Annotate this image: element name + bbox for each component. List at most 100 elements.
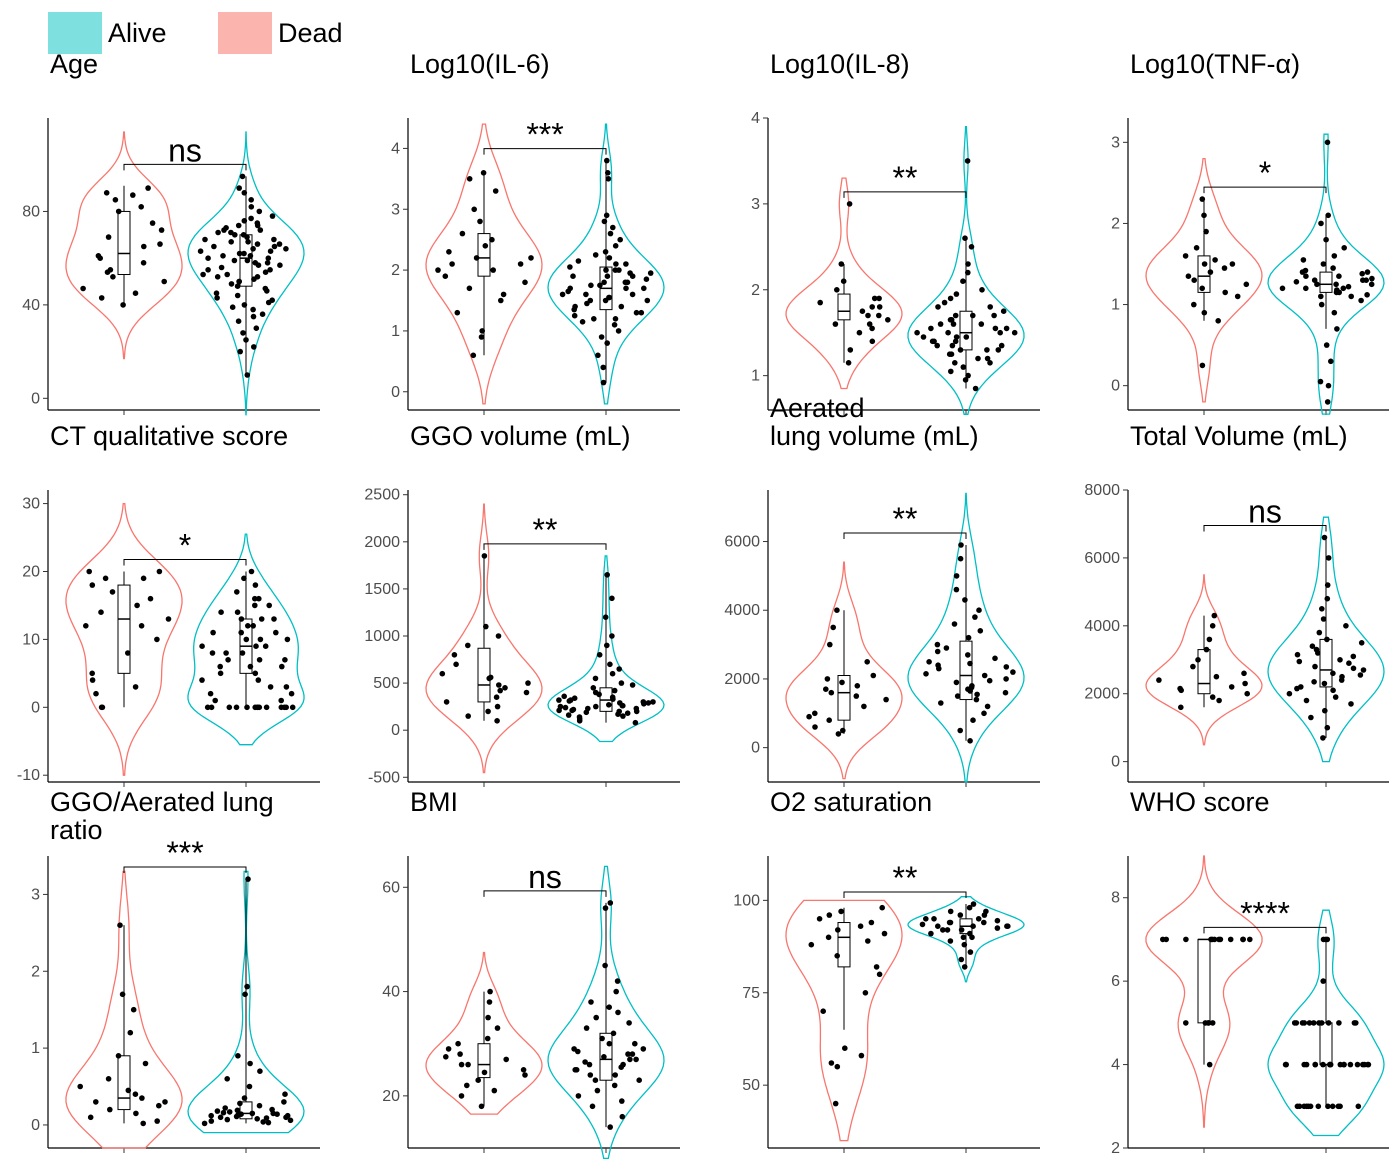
y-tick-label: 80 — [22, 203, 40, 220]
data-point — [826, 717, 832, 723]
data-point — [1201, 309, 1208, 316]
y-tick-label: 4 — [751, 110, 760, 127]
data-point — [862, 990, 869, 996]
y-tick-label: 1 — [751, 368, 760, 385]
significance-label: **** — [1240, 895, 1290, 931]
violin-dead — [1145, 855, 1263, 1128]
data-point — [204, 704, 211, 711]
data-point — [825, 934, 832, 941]
data-point — [1227, 936, 1234, 943]
data-point — [1312, 663, 1318, 670]
data-point — [871, 295, 878, 302]
data-point — [812, 710, 818, 717]
data-point — [952, 360, 958, 366]
data-point — [857, 923, 864, 929]
data-point — [1309, 643, 1316, 649]
data-point — [224, 271, 230, 278]
data-point — [858, 1052, 865, 1059]
data-point — [498, 297, 504, 304]
data-point — [1325, 382, 1332, 389]
violin-dead — [425, 951, 543, 1115]
box — [117, 210, 131, 276]
data-point — [1211, 612, 1218, 619]
data-point — [446, 249, 452, 255]
data-point — [1201, 212, 1207, 219]
data-point — [604, 157, 610, 164]
violin-alive — [187, 131, 305, 416]
data-point — [1199, 285, 1205, 292]
data-point — [633, 309, 640, 316]
data-point — [817, 299, 823, 306]
box — [837, 922, 851, 968]
data-point — [570, 706, 577, 713]
data-point — [964, 158, 971, 164]
y-tick-label: -10 — [17, 767, 40, 784]
data-point — [525, 680, 531, 686]
data-point — [592, 675, 599, 682]
box — [1319, 1022, 1333, 1066]
data-point — [481, 1069, 488, 1076]
y-tick-label: 50 — [742, 1077, 760, 1094]
y-tick-label: 4000 — [1084, 618, 1120, 635]
data-point — [140, 575, 147, 582]
data-point — [838, 261, 845, 267]
data-point — [594, 1087, 601, 1094]
data-point — [962, 235, 968, 241]
data-point — [595, 352, 601, 359]
data-point — [205, 255, 211, 261]
data-point — [254, 704, 260, 711]
violin-plot: 20 40 60 ns — [382, 856, 680, 1160]
data-point — [947, 317, 954, 323]
panel-title: GGO/Aerated lung ratio — [50, 787, 274, 845]
data-point — [466, 176, 473, 182]
y-tick-label: 100 — [733, 892, 760, 909]
data-point — [465, 713, 471, 719]
data-point — [958, 542, 964, 548]
data-point — [217, 1114, 224, 1121]
data-point — [582, 1059, 588, 1065]
data-point — [1324, 399, 1331, 405]
data-point — [615, 1009, 621, 1016]
data-point — [1353, 1020, 1359, 1026]
data-point — [228, 239, 234, 245]
data-point — [947, 908, 954, 915]
data-point — [576, 714, 583, 720]
data-point — [834, 953, 840, 959]
data-point — [571, 312, 578, 319]
data-point — [231, 257, 238, 264]
data-point — [453, 661, 459, 668]
data-point — [282, 1091, 288, 1097]
data-point — [869, 304, 875, 310]
violin-plot: 0 1 2 3 * — [1111, 118, 1389, 415]
data-point — [1183, 936, 1189, 943]
data-point — [465, 642, 471, 649]
y-tick-label: 4 — [391, 140, 400, 157]
data-point — [484, 1035, 491, 1042]
data-point — [1241, 670, 1247, 677]
data-point — [604, 273, 611, 279]
violin-dead — [65, 870, 183, 1149]
data-point — [641, 285, 647, 292]
data-point — [1294, 685, 1300, 692]
data-point — [1332, 694, 1339, 700]
data-point — [834, 1063, 841, 1070]
significance-bracket — [843, 191, 967, 198]
data-point — [645, 700, 652, 706]
panel-11: WHO score 2 4 6 8 **** — [1111, 788, 1389, 1157]
data-point — [221, 227, 227, 233]
data-point — [975, 355, 981, 362]
y-tick-label: 75 — [742, 985, 760, 1002]
data-point — [443, 699, 450, 705]
data-point — [1369, 275, 1375, 282]
data-point — [1340, 285, 1347, 292]
data-point — [435, 267, 441, 273]
data-point — [267, 267, 273, 273]
data-point — [98, 609, 104, 615]
data-point — [559, 291, 566, 298]
data-point — [835, 927, 841, 933]
y-tick-label: 0 — [391, 722, 400, 739]
data-point — [965, 261, 971, 267]
data-point — [267, 684, 274, 690]
data-point — [588, 282, 594, 289]
data-point — [607, 230, 614, 237]
